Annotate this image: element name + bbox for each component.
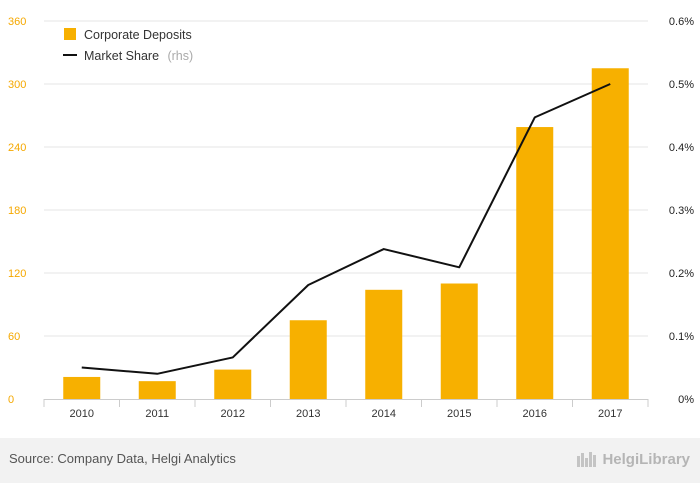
x-axis: 2010 2011 2012 2013 2014 2015 2016 2017	[43, 399, 649, 420]
legend-swatch-corporate-deposits	[64, 28, 76, 40]
right-tick-label: 0.4%	[669, 142, 694, 154]
bar	[289, 320, 327, 399]
books-icon	[577, 452, 597, 467]
combo-chart: 0 60 120 180 240 300 360 0% 0.1% 0.2% 0.3% 0.4% 0.5…	[8, 16, 694, 420]
left-tick-label: 300	[8, 79, 26, 91]
bar-series	[63, 68, 629, 400]
gridlines	[44, 20, 648, 337]
bar	[138, 381, 176, 399]
left-tick-label: 0	[8, 394, 14, 406]
brand-name: HelgiLibrary	[602, 450, 690, 468]
bar	[214, 369, 252, 399]
legend-label-market-share-row: Market Share (rhs)	[84, 47, 193, 64]
left-axis: 0 60 120 180 240 300 360	[8, 16, 26, 406]
left-tick-label: 240	[8, 142, 26, 154]
bar	[63, 376, 101, 399]
right-tick-label: 0.1%	[669, 331, 694, 343]
bar	[591, 68, 629, 399]
x-tick-label: 2012	[221, 408, 245, 420]
left-tick-label: 120	[8, 268, 26, 280]
x-tick-label: 2016	[523, 408, 547, 420]
legend: Corporate Deposits Market Share (rhs)	[63, 28, 193, 64]
line-series	[81, 83, 611, 375]
chart-area: 0 60 120 180 240 300 360 0% 0.1% 0.2% 0.3% 0.4% 0.5…	[8, 16, 694, 420]
legend-note-rhs: (rhs)	[167, 49, 193, 63]
right-axis: 0% 0.1% 0.2% 0.3% 0.4% 0.5% 0.6%	[669, 16, 694, 406]
legend-label-market-share: Market Share	[84, 49, 159, 63]
market-share-line	[81, 83, 611, 375]
right-tick-label: 0.2%	[669, 268, 694, 280]
x-tick-label: 2017	[598, 408, 622, 420]
right-tick-label: 0.5%	[669, 79, 694, 91]
x-tick-label: 2011	[145, 408, 169, 420]
source-text: Source: Company Data, Helgi Analytics	[9, 451, 236, 466]
bar	[440, 283, 478, 399]
legend-label-corporate-deposits: Corporate Deposits	[84, 28, 192, 42]
right-tick-label: 0.3%	[669, 205, 694, 217]
x-tick-label: 2010	[70, 408, 94, 420]
x-tick-label: 2015	[447, 408, 471, 420]
left-tick-label: 360	[8, 16, 26, 28]
left-tick-label: 180	[8, 205, 26, 217]
helgi-library-logo: HelgiLibrary	[576, 448, 690, 470]
footer-bar: Source: Company Data, Helgi Analytics He…	[0, 438, 700, 483]
left-tick-label: 60	[8, 331, 20, 343]
bar	[516, 127, 554, 400]
right-tick-label: 0.6%	[669, 16, 694, 28]
right-tick-label: 0%	[678, 394, 694, 406]
bar	[365, 289, 403, 399]
x-tick-label: 2013	[296, 408, 320, 420]
x-tick-label: 2014	[372, 408, 396, 420]
